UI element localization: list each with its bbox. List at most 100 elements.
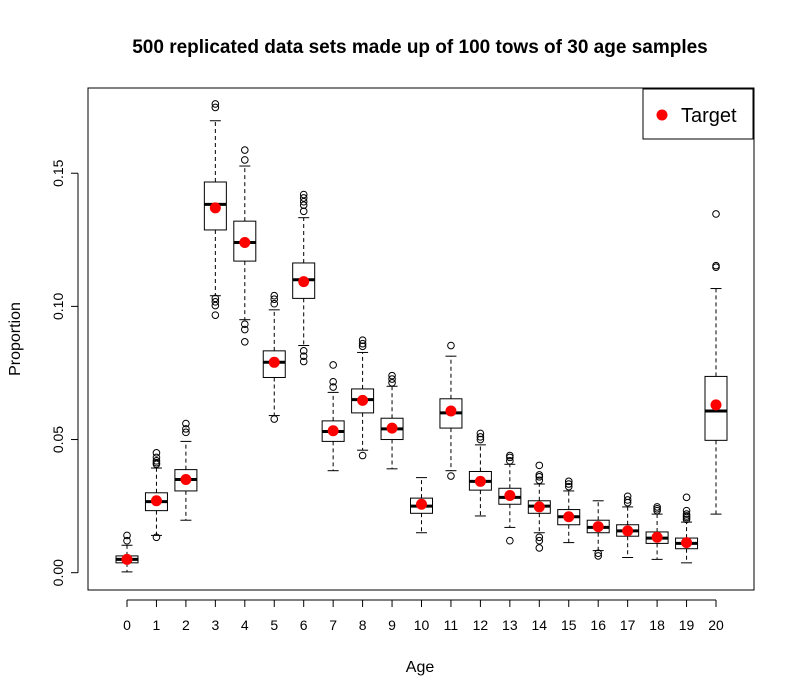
outlier-point <box>211 100 220 108</box>
box-age-9 <box>380 371 404 470</box>
outlier-point <box>123 531 131 540</box>
outlier-point <box>123 536 131 545</box>
outlier-point <box>270 291 279 300</box>
target-marker <box>651 531 663 543</box>
legend-target-marker <box>656 109 668 121</box>
outlier-point <box>211 294 220 303</box>
outlier-point <box>211 301 220 310</box>
y-tick-label: 0.10 <box>50 293 66 320</box>
target-marker <box>445 405 457 417</box>
x-tick-label: 11 <box>444 617 459 633</box>
outlier-point <box>270 299 279 308</box>
chart-title: 500 replicated data sets made up of 100 … <box>132 37 708 58</box>
target-marker <box>474 475 486 487</box>
x-tick-label: 10 <box>414 617 430 633</box>
outlier-point <box>564 477 573 486</box>
outlier-point <box>358 336 367 344</box>
x-axis-label: Age <box>406 659 435 676</box>
box-age-10 <box>410 477 433 534</box>
box-age-5 <box>262 291 286 423</box>
outlier-point <box>388 375 396 383</box>
target-marker <box>180 473 192 485</box>
x-tick-label: 19 <box>679 617 695 633</box>
outlier-point <box>564 482 573 491</box>
x-tick-label: 0 <box>123 617 131 633</box>
outlier-point <box>152 449 161 457</box>
outlier-point <box>535 544 544 552</box>
outlier-point <box>299 201 308 209</box>
outlier-point <box>388 371 396 380</box>
x-tick-label: 16 <box>590 617 606 633</box>
box-age-1 <box>144 449 168 542</box>
outlier-point <box>152 453 161 462</box>
y-tick-label: 0.15 <box>50 159 66 186</box>
target-marker <box>209 202 221 214</box>
outlier-point <box>594 549 603 558</box>
target-marker <box>504 489 516 501</box>
outlier-point <box>682 510 691 518</box>
y-tick-label: 0.05 <box>50 426 66 453</box>
box-age-6 <box>292 190 316 366</box>
outlier-point <box>211 311 220 319</box>
x-tick-label: 13 <box>502 617 518 633</box>
outlier-point <box>712 261 720 270</box>
x-tick-label: 8 <box>359 617 367 633</box>
target-marker <box>386 422 398 434</box>
outlier-point <box>152 457 161 465</box>
boxes-layer <box>115 100 728 573</box>
target-marker <box>327 425 339 437</box>
outlier-point <box>299 207 308 216</box>
box-age-4 <box>233 146 257 346</box>
target-marker <box>357 394 369 406</box>
outlier-point <box>329 361 337 369</box>
target-marker <box>681 537 693 549</box>
y-axis-label: Proportion <box>7 302 24 376</box>
x-tick-label: 20 <box>708 617 724 633</box>
outlier-point <box>476 433 485 441</box>
outlier-point <box>535 461 544 470</box>
box-age-11 <box>439 341 463 480</box>
outlier-point <box>270 415 279 423</box>
box-age-2 <box>174 419 198 521</box>
outlier-point <box>564 480 573 488</box>
target-marker <box>239 236 251 248</box>
outlier-point <box>682 493 691 502</box>
outlier-point <box>447 341 455 350</box>
x-tick-label: 14 <box>532 617 548 633</box>
y-axis: 0.00 0.05 0.10 0.15 <box>50 159 79 586</box>
outlier-point <box>241 320 249 329</box>
outlier-point <box>358 451 367 460</box>
box-age-7 <box>321 361 345 472</box>
x-tick-label: 1 <box>153 617 161 633</box>
x-tick-label: 7 <box>329 617 337 633</box>
box-age-0 <box>115 531 139 573</box>
outlier-point <box>506 451 514 460</box>
outlier-point <box>623 496 632 504</box>
outlier-point <box>506 457 514 465</box>
x-tick-label: 18 <box>649 617 665 633</box>
outlier-point <box>329 377 337 386</box>
target-marker <box>150 495 162 507</box>
x-tick-label: 17 <box>620 617 636 633</box>
x-tick-label: 3 <box>211 617 219 633</box>
x-tick-label: 5 <box>270 617 278 633</box>
box-age-17 <box>616 492 640 559</box>
target-marker <box>268 356 280 368</box>
box-age-13 <box>498 451 522 545</box>
outlier-point <box>712 210 720 218</box>
legend: Target <box>642 88 754 140</box>
outlier-point <box>182 428 190 437</box>
x-tick-label: 6 <box>300 617 308 633</box>
legend-target-label: Target <box>681 105 737 127</box>
outlier-point <box>182 419 190 428</box>
outlier-point <box>299 194 308 202</box>
outlier-point <box>653 503 661 511</box>
x-tick-label: 12 <box>473 617 489 633</box>
box-age-19 <box>675 493 699 564</box>
outlier-point <box>241 325 249 334</box>
target-marker <box>710 399 722 411</box>
box-age-12 <box>468 429 492 517</box>
box-age-8 <box>351 336 375 460</box>
x-tick-label: 4 <box>241 617 249 633</box>
